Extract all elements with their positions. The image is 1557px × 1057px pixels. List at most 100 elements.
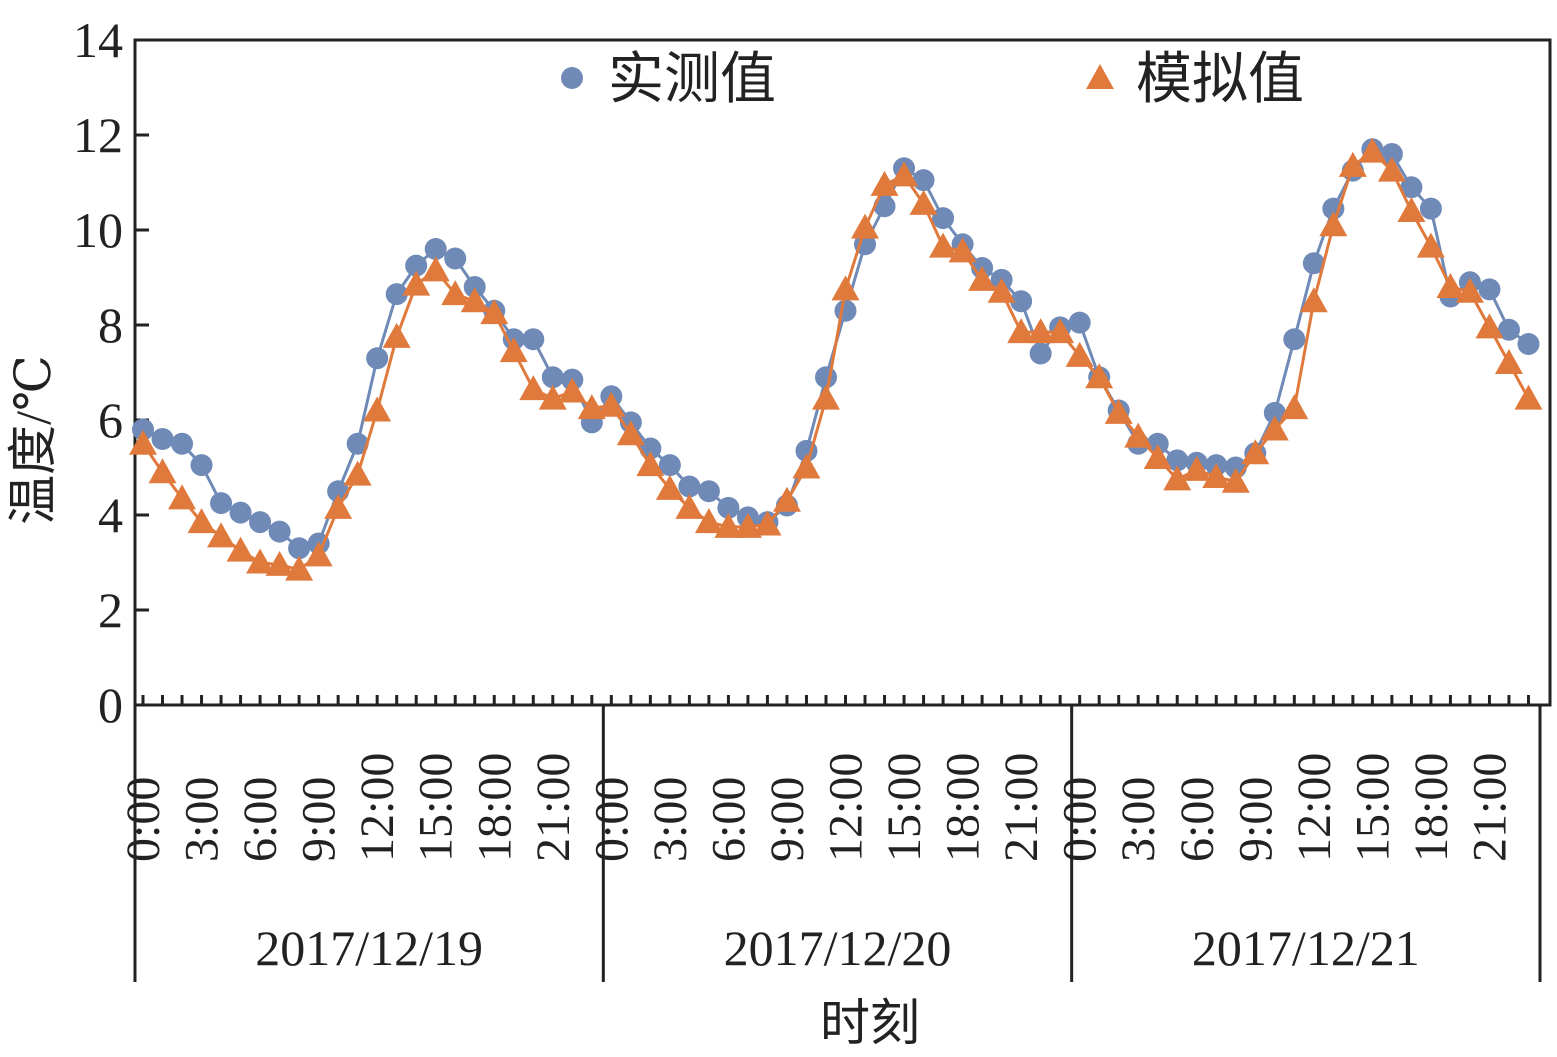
marker — [304, 541, 333, 567]
x-tick-label: 15:00 — [410, 753, 463, 862]
marker — [385, 283, 408, 306]
marker — [285, 555, 314, 581]
plot-frame — [133, 38, 1552, 707]
marker — [1436, 273, 1465, 298]
marker — [187, 508, 216, 534]
marker — [1358, 137, 1387, 163]
marker — [382, 322, 411, 348]
marker — [480, 299, 509, 325]
marker — [1478, 278, 1501, 301]
marker — [1302, 252, 1325, 275]
x-tick-label: 21:00 — [1463, 753, 1516, 862]
marker — [697, 480, 720, 503]
marker — [1182, 455, 1211, 481]
marker — [1010, 290, 1033, 313]
x-tick-label: 15:00 — [878, 753, 931, 862]
marker — [1338, 151, 1367, 177]
x-tick-label: 6:00 — [234, 777, 287, 862]
group-label: 2017/12/19 — [255, 920, 483, 976]
y-tick-label: 0 — [98, 677, 123, 733]
marker — [1260, 415, 1289, 441]
marker — [597, 391, 626, 417]
marker — [831, 275, 860, 301]
marker — [265, 550, 294, 576]
y-tick-label: 6 — [98, 392, 123, 448]
marker — [714, 512, 743, 538]
marker — [324, 493, 353, 519]
marker — [636, 451, 665, 477]
marker — [424, 238, 447, 260]
x-tick-label: 15:00 — [1346, 753, 1399, 862]
marker — [890, 161, 919, 187]
marker — [1475, 313, 1504, 339]
marker — [1497, 318, 1520, 341]
marker — [499, 337, 528, 363]
marker — [1068, 311, 1091, 334]
marker — [151, 428, 174, 450]
marker — [675, 493, 704, 519]
legend-label: 实测值 — [608, 49, 776, 111]
x-tick-label: 0:00 — [117, 777, 170, 862]
y-tick-label: 2 — [98, 582, 123, 638]
marker — [1280, 394, 1309, 420]
marker — [1514, 384, 1543, 410]
marker — [1202, 463, 1231, 488]
marker — [929, 232, 958, 258]
marker — [207, 522, 236, 548]
marker — [1143, 444, 1172, 469]
marker — [561, 67, 583, 89]
x-tick-label: 0:00 — [585, 777, 638, 862]
x-tick-label: 12:00 — [1288, 753, 1341, 862]
marker — [288, 537, 311, 560]
marker — [1494, 349, 1523, 374]
marker — [402, 270, 431, 296]
marker — [268, 520, 291, 543]
marker — [1299, 287, 1328, 313]
marker — [1283, 328, 1306, 351]
marker — [909, 189, 938, 215]
marker — [1124, 422, 1153, 448]
group-label: 2017/12/21 — [1192, 920, 1420, 976]
marker — [1380, 143, 1403, 165]
marker — [519, 375, 548, 401]
marker — [148, 458, 177, 484]
marker — [717, 496, 740, 519]
marker — [968, 265, 997, 291]
x-tick-label: 6:00 — [1171, 777, 1224, 862]
marker — [366, 347, 389, 370]
marker — [1163, 465, 1192, 491]
x-tick-label: 3:00 — [1112, 777, 1165, 862]
x-tick-label: 3:00 — [644, 777, 697, 862]
marker — [129, 429, 157, 455]
y-tick-label: 14 — [73, 12, 123, 68]
marker — [1455, 277, 1484, 303]
marker — [1263, 401, 1286, 424]
marker — [132, 418, 154, 441]
marker — [987, 277, 1016, 303]
marker — [733, 512, 762, 538]
marker — [444, 247, 467, 270]
marker — [655, 474, 684, 500]
marker — [1221, 467, 1250, 493]
marker — [226, 536, 255, 562]
y-tick-label: 10 — [73, 202, 123, 258]
marker — [522, 328, 545, 351]
marker — [678, 475, 701, 498]
marker — [210, 492, 233, 515]
marker — [1065, 341, 1094, 367]
marker — [1086, 64, 1114, 89]
marker — [1397, 197, 1426, 222]
marker — [460, 287, 489, 313]
marker — [772, 486, 801, 512]
y-axis-label: 温度/℃ — [5, 355, 61, 525]
marker — [363, 396, 392, 422]
marker — [346, 432, 369, 455]
x-tick-label: 0:00 — [1054, 777, 1107, 862]
marker — [1400, 176, 1423, 199]
x-tick-label: 21:00 — [995, 753, 1048, 862]
marker — [405, 254, 428, 277]
x-tick-label: 6:00 — [702, 777, 755, 862]
x-tick-label: 3:00 — [176, 777, 229, 862]
marker — [1322, 197, 1345, 220]
x-tick-label: 9:00 — [761, 777, 814, 862]
